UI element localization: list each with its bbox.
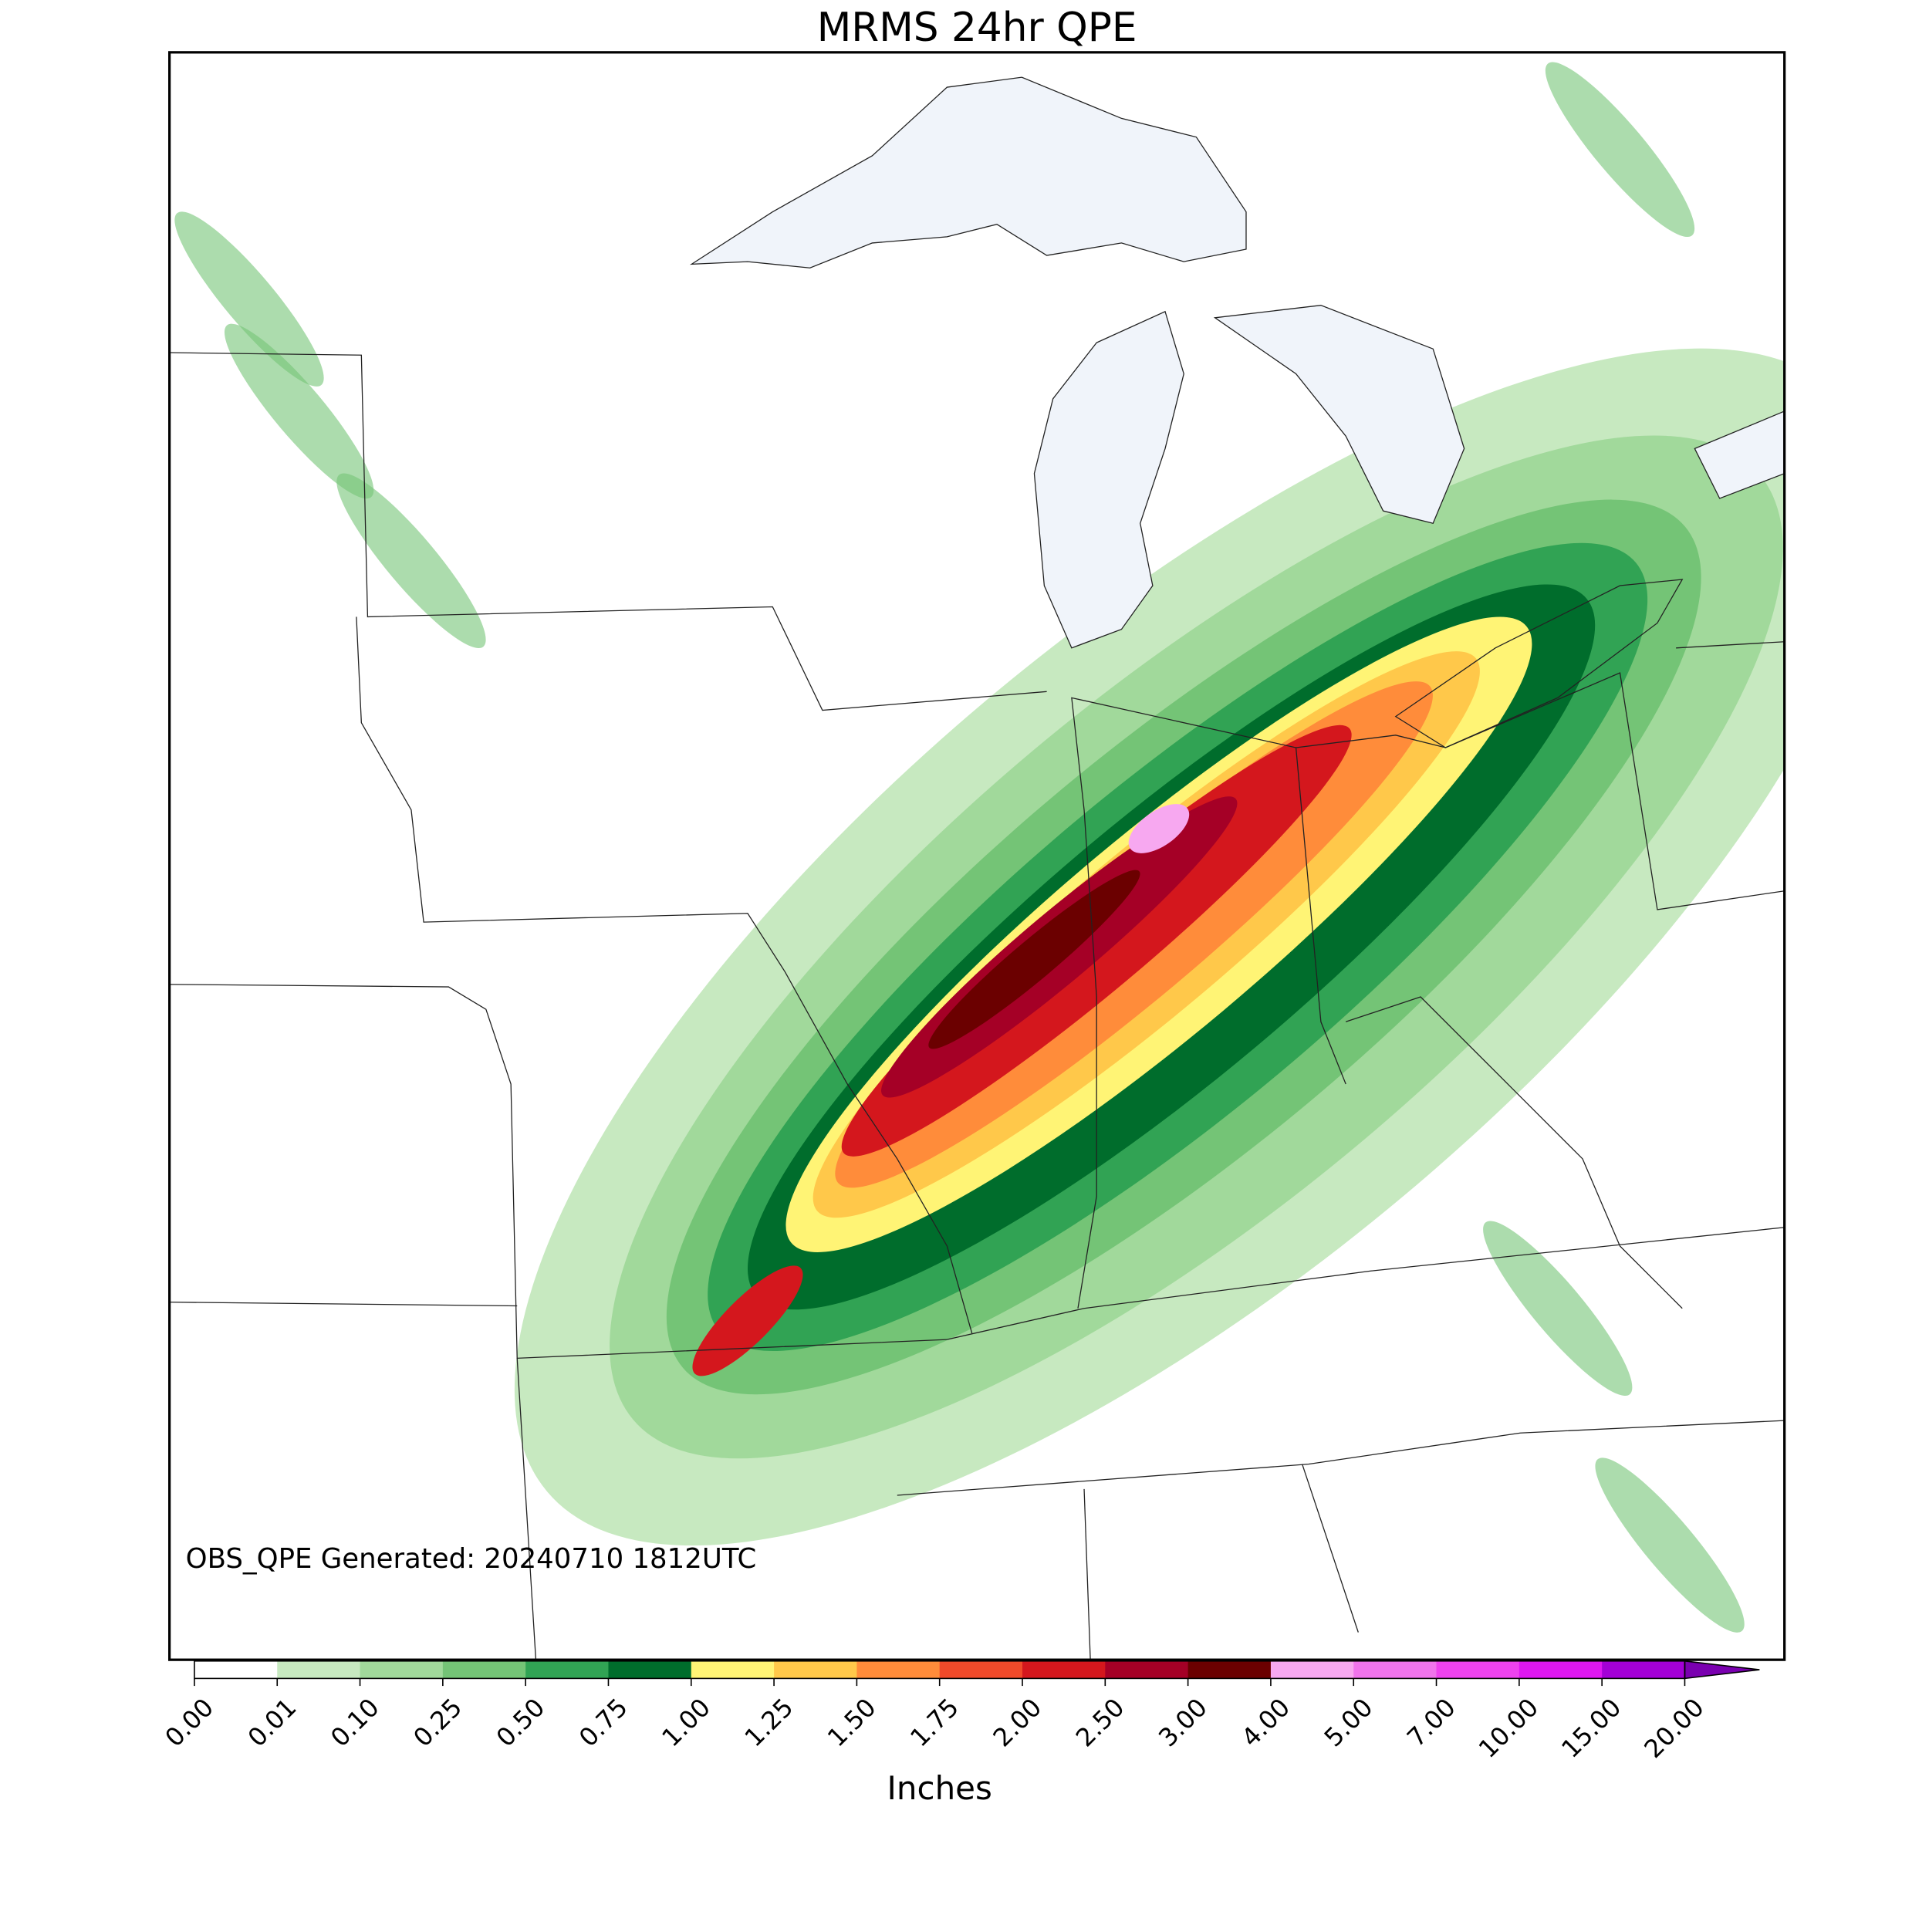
state-border — [1083, 1488, 1091, 1660]
state-border — [169, 1302, 518, 1307]
colorbar-segment — [939, 1660, 1023, 1679]
colorbar-tick-label: 0.10 — [325, 1693, 385, 1753]
colorbar-segment — [1353, 1660, 1437, 1679]
colorbar-segment — [1519, 1660, 1603, 1679]
precip-area — [224, 323, 374, 499]
state-border — [897, 1420, 1785, 1496]
precip-area — [1128, 804, 1190, 853]
lake-huron — [1213, 305, 1465, 525]
precip-area — [174, 211, 324, 387]
colorbar-tick-label: 2.00 — [988, 1693, 1048, 1753]
colorbar-tick-label: 15.00 — [1556, 1693, 1627, 1764]
colorbar-segment — [360, 1660, 444, 1679]
colorbar-tick-label: 5.00 — [1319, 1693, 1379, 1753]
colorbar-tick-label: 0.00 — [160, 1693, 220, 1753]
lake-ontario — [1694, 410, 1785, 499]
colorbar-segment — [1602, 1660, 1686, 1679]
colorbar-segment — [1436, 1660, 1520, 1679]
colorbar-segment — [774, 1660, 858, 1679]
colorbar-segment — [1270, 1660, 1355, 1679]
colorbar: 0.00 0.01 0.10 0.25 0.50 0.75 1.00 1.25 1.50 1.75… — [160, 1660, 1760, 1764]
colorbar-tick-label: 0.25 — [407, 1693, 468, 1753]
colorbar-segment — [691, 1660, 775, 1679]
precip-area — [336, 473, 486, 649]
state-border — [516, 1358, 537, 1660]
state-border — [1296, 672, 1785, 910]
colorbar-tick-label: 1.25 — [739, 1693, 799, 1753]
map: OBS_QPE Generated: 20240710 1812UTC — [169, 52, 1785, 1660]
precip-area — [1545, 62, 1695, 238]
colorbar-tick-label: 7.00 — [1401, 1693, 1461, 1753]
lake-superior — [689, 76, 1247, 269]
colorbar-segment — [277, 1660, 361, 1679]
colorbar-segment — [1022, 1660, 1106, 1679]
state-border — [1676, 641, 1785, 649]
state-border — [356, 616, 973, 1334]
lake-michigan — [1033, 310, 1184, 649]
colorbar-segment — [1105, 1660, 1189, 1679]
colorbar-tick-label: 0.01 — [242, 1693, 302, 1753]
colorbar-tick-label: 4.00 — [1236, 1693, 1296, 1753]
colorbar-tick-label: 10.00 — [1473, 1693, 1544, 1764]
map-frame — [168, 51, 1786, 1661]
precip-area — [1595, 1457, 1745, 1633]
colorbar-tick-label: 1.00 — [656, 1693, 716, 1753]
colorbar-segment — [608, 1660, 692, 1679]
colorbar-segment — [856, 1660, 941, 1679]
state-border — [947, 1227, 1785, 1340]
state-border — [1302, 1464, 1359, 1633]
colorbar-tick-label: 1.75 — [904, 1693, 964, 1753]
colorbar-tick-label: 0.75 — [573, 1693, 633, 1753]
precip-area — [1483, 1221, 1633, 1396]
state-border — [1071, 697, 1346, 1309]
colorbar-segment — [442, 1660, 526, 1679]
precip-area — [928, 870, 1140, 1049]
colorbar-tick-label: 1.50 — [822, 1693, 882, 1753]
precip-area — [692, 1265, 803, 1376]
state-border — [169, 984, 948, 1359]
colorbar-tick-label: 3.00 — [1153, 1693, 1213, 1753]
state-border — [1345, 996, 1683, 1309]
colorbar-tick-label: 20.00 — [1639, 1693, 1710, 1764]
state-border — [169, 352, 1047, 711]
colorbar-segment — [194, 1660, 279, 1679]
precip-field — [174, 62, 1785, 1633]
colorbar-extend — [1684, 1660, 1760, 1680]
colorbar-tick-label: 2.50 — [1070, 1693, 1130, 1753]
colorbar-segment — [1187, 1660, 1272, 1679]
colorbar-tick-label: 0.50 — [491, 1693, 551, 1753]
title: MRMS 24hr QPE — [817, 5, 1137, 51]
annotation: OBS_QPE Generated: 20240710 1812UTC — [186, 1543, 757, 1575]
colorbar-label: Inches — [887, 1769, 992, 1807]
colorbar-segment — [525, 1660, 610, 1679]
